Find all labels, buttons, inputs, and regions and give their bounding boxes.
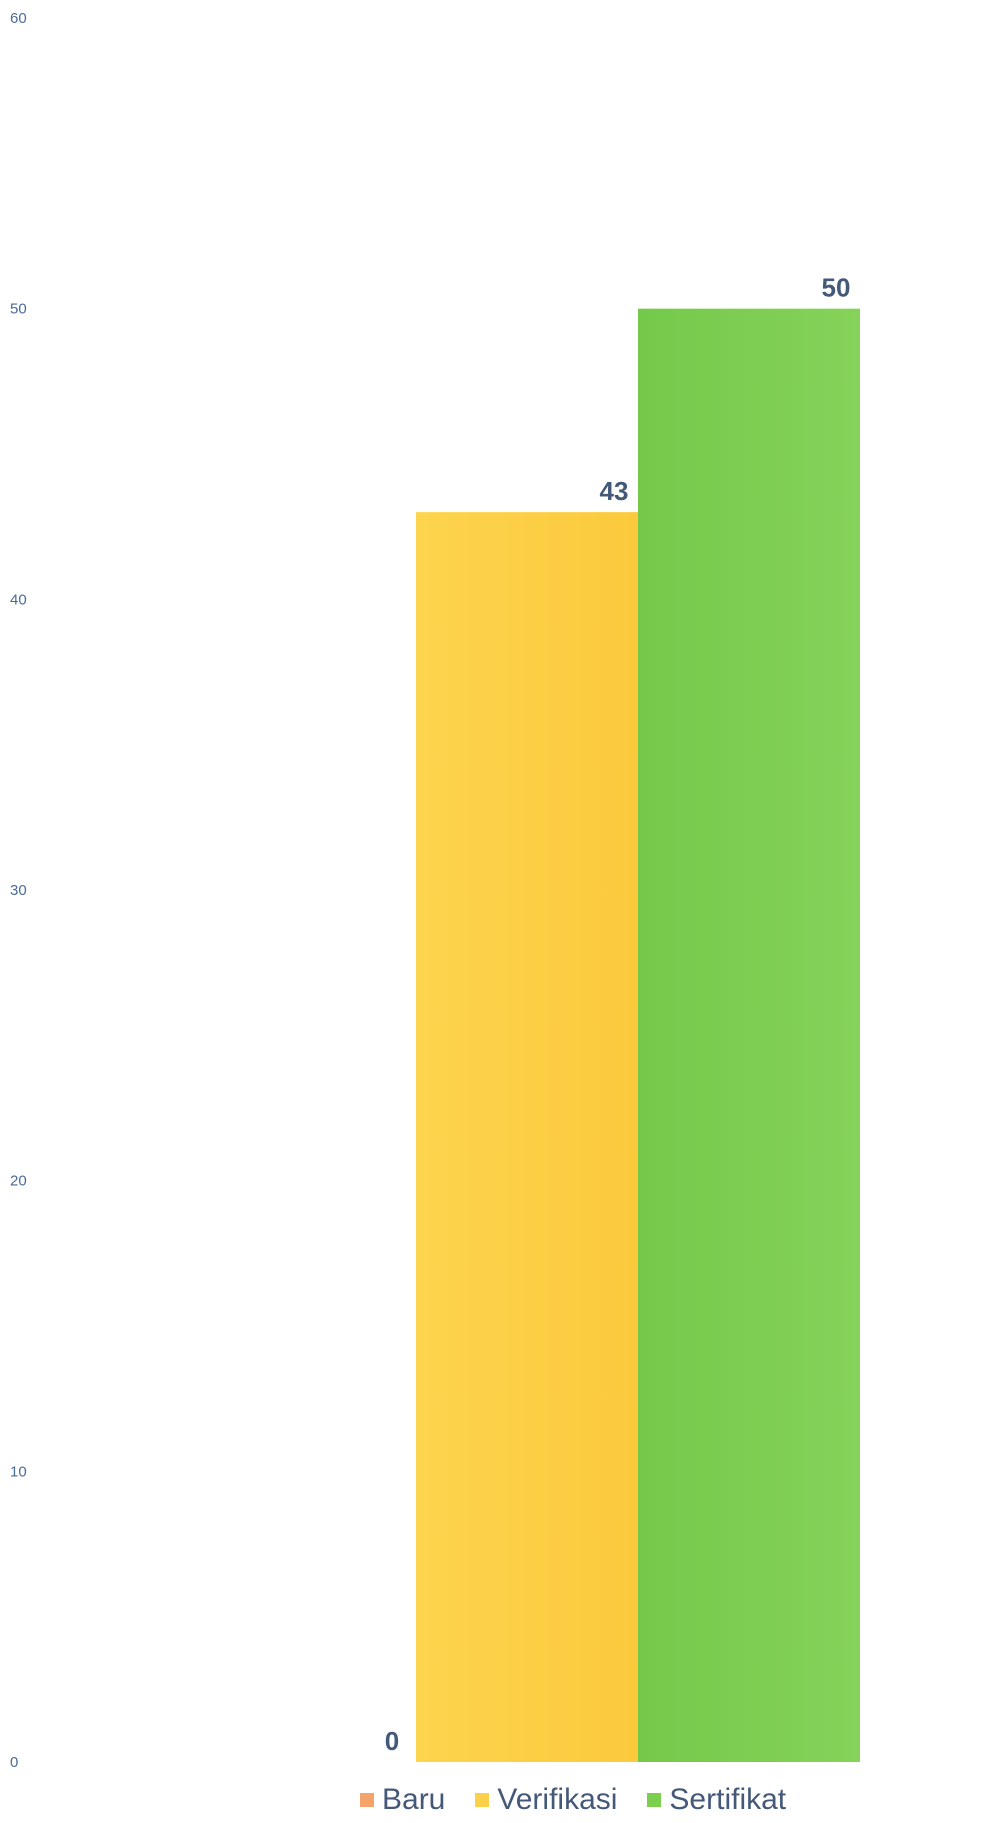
legend-item-sertifikat: Sertifikat: [647, 1783, 786, 1817]
legend-label: Verifikasi: [497, 1783, 618, 1816]
y-tick-label: 60: [10, 10, 27, 27]
y-tick-label: 50: [10, 301, 27, 318]
y-tick-label: 20: [10, 1173, 27, 1190]
bars: [416, 308, 860, 1763]
bar-sertifikat: [638, 308, 860, 1763]
y-tick-label: 0: [10, 1754, 18, 1771]
legend-swatch: [647, 1793, 662, 1807]
legend: Baru Verifikasi Sertifikat: [360, 1782, 816, 1818]
legend-swatch: [475, 1793, 490, 1807]
y-tick-label: 30: [10, 882, 27, 899]
legend-item-baru: Baru: [360, 1783, 445, 1817]
y-tick-label: 10: [10, 1463, 27, 1480]
legend-swatch: [360, 1793, 374, 1807]
y-axis: 0 10 20 30 40 50 60: [10, 10, 27, 1771]
data-label-baru: 0: [385, 1726, 399, 1756]
data-label-verifikasi: 43: [600, 476, 629, 506]
data-label-sertifikat: 50: [822, 273, 851, 303]
data-labels: 0 43 50: [385, 273, 851, 1756]
y-tick-label: 40: [10, 591, 27, 608]
legend-label: Sertifikat: [669, 1783, 787, 1816]
legend-item-verifikasi: Verifikasi: [475, 1783, 617, 1817]
legend-label: Baru: [382, 1783, 446, 1816]
bar-verifikasi: [416, 512, 638, 1763]
